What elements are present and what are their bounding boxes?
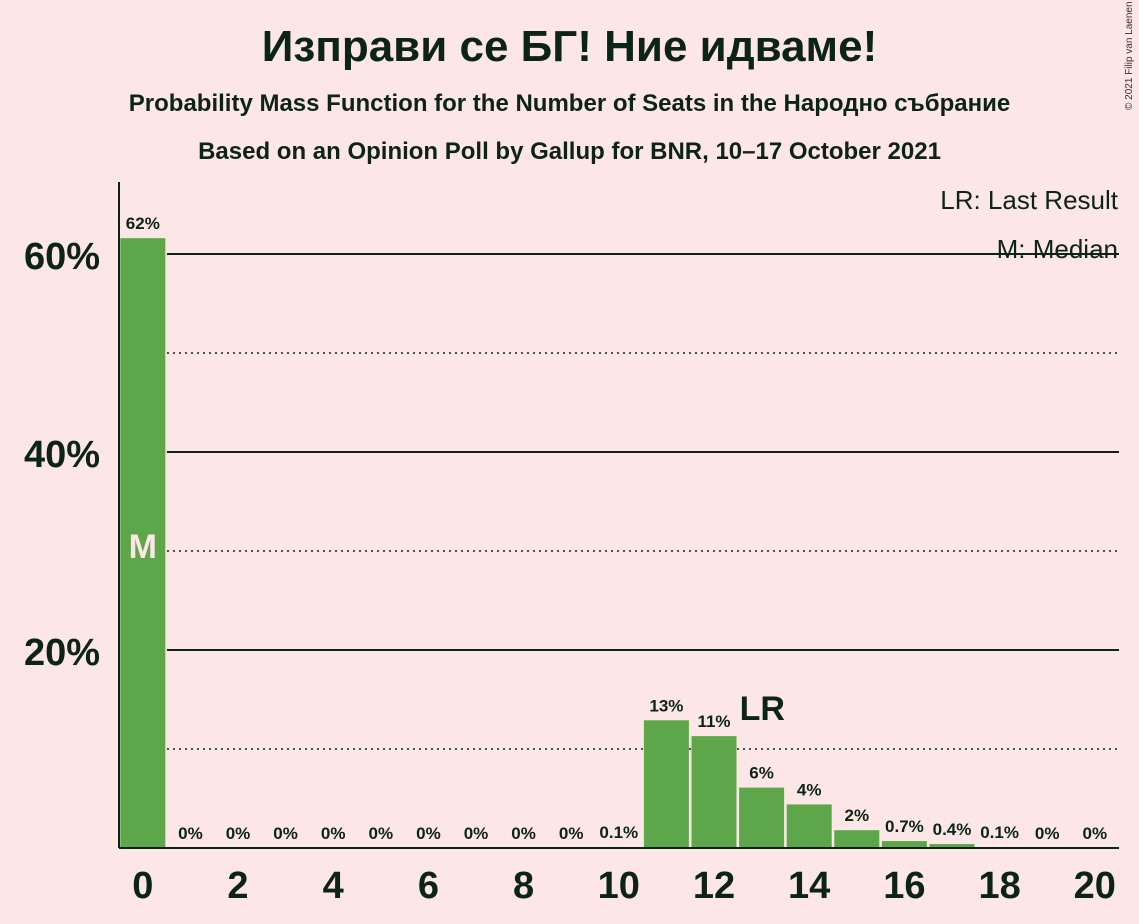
data-label-9: 0% [559, 824, 584, 843]
legend-last-result: LR: Last Result [940, 185, 1119, 215]
x-tick-label-16: 16 [883, 865, 925, 907]
data-label-11: 13% [649, 696, 683, 715]
bar-12 [691, 736, 737, 848]
x-tick-label-6: 6 [418, 865, 439, 907]
data-label-3: 0% [273, 824, 298, 843]
x-tick-label-2: 2 [227, 865, 248, 907]
chart-subtitle: Probability Mass Function for the Number… [128, 90, 1011, 117]
bar-0 [120, 238, 166, 848]
x-tick-label-14: 14 [788, 865, 830, 907]
data-label-14: 4% [797, 780, 822, 799]
bar-15 [834, 830, 880, 848]
data-label-2: 0% [226, 824, 251, 843]
x-tick-label-0: 0 [132, 865, 153, 907]
bar-11 [643, 720, 689, 848]
bar-13 [739, 787, 785, 848]
data-label-4: 0% [321, 824, 346, 843]
bar-16 [881, 841, 927, 848]
data-label-16: 0.7% [885, 817, 924, 836]
data-label-17: 0.4% [933, 820, 972, 839]
data-label-10: 0.1% [599, 823, 638, 842]
median-marker: M [129, 528, 157, 566]
data-label-1: 0% [178, 824, 203, 843]
data-label-19: 0% [1035, 824, 1060, 843]
chart-source: Based on an Opinion Poll by Gallup for B… [198, 138, 941, 165]
bar-17 [929, 844, 975, 848]
y-tick-label-20: 20% [24, 632, 100, 674]
legend-median: M: Median [997, 234, 1118, 264]
y-tick-label-40: 40% [24, 434, 100, 476]
data-label-13: 6% [749, 764, 774, 783]
legend: LR: Last Result M: Median [940, 185, 1119, 264]
x-tick-label-10: 10 [598, 865, 640, 907]
data-label-15: 2% [845, 806, 870, 825]
x-tick-label-4: 4 [323, 865, 344, 907]
x-tick-label-8: 8 [513, 865, 534, 907]
x-tick-label-18: 18 [978, 865, 1020, 907]
last-result-marker: LR [740, 690, 785, 728]
x-tick-label-12: 12 [693, 865, 735, 907]
data-labels: 62% 0% 0% 0% 0% 0% 0% 0% 0% 0% 0.1% 13% 11% 6% 4% 2% 0.7… [126, 214, 1107, 843]
bars [120, 238, 1023, 848]
axes: 20% 40% 60% 0 2 4 6 8 10 12 14 16 18 20 [24, 182, 1119, 907]
chart-title: Изправи се БГ! Ние идваме! [261, 22, 878, 71]
data-label-20: 0% [1083, 824, 1108, 843]
y-tick-label-60: 60% [24, 236, 100, 278]
data-label-0: 62% [126, 214, 160, 233]
gridlines [167, 253, 1119, 750]
data-label-12: 11% [697, 712, 730, 731]
x-tick-label-20: 20 [1074, 865, 1116, 907]
data-label-18: 0.1% [980, 823, 1019, 842]
bar-14 [786, 804, 832, 848]
data-label-5: 0% [369, 824, 394, 843]
data-label-6: 0% [416, 824, 441, 843]
data-label-8: 0% [511, 824, 536, 843]
data-label-7: 0% [464, 824, 489, 843]
